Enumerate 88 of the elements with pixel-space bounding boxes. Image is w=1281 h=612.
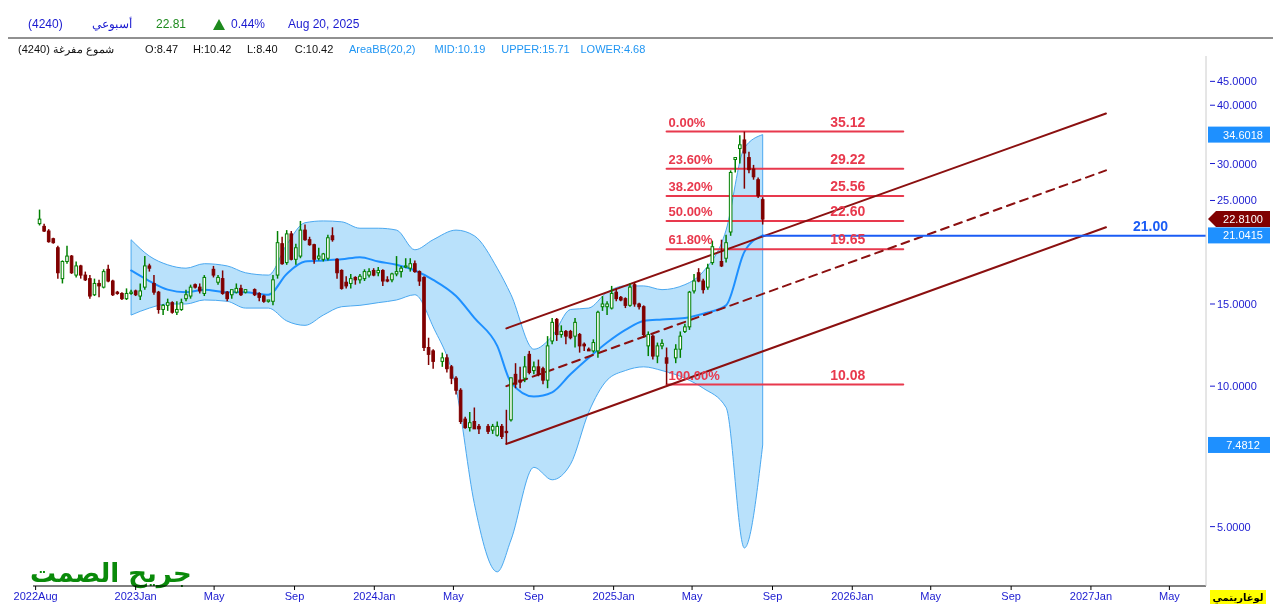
x-tick-label: 2023Jan xyxy=(114,590,157,602)
candlestick xyxy=(518,366,522,389)
candlestick xyxy=(705,262,710,291)
y-tick-label: 40.0000 xyxy=(1217,99,1257,112)
candlestick xyxy=(692,273,696,295)
x-tick-label: Sep xyxy=(762,590,783,602)
x-tick-label: May xyxy=(681,590,703,602)
annotation: 35.12 xyxy=(830,113,866,130)
candlestick xyxy=(467,411,472,433)
text: Aug 20, 2025 xyxy=(288,17,360,31)
candlestick xyxy=(655,341,660,364)
candlestick xyxy=(678,330,683,359)
candlestick xyxy=(60,259,65,285)
text: 21.0415 xyxy=(1223,229,1263,242)
x-tick-label: Sep xyxy=(524,590,544,602)
text: UPPER:15.71 xyxy=(501,43,570,55)
annotation: 10.08 xyxy=(830,366,866,383)
candlestick xyxy=(577,332,582,354)
y-tick-label: 30.0000 xyxy=(1217,157,1257,170)
text: 34.6018 xyxy=(1223,128,1263,141)
candlestick xyxy=(69,254,74,275)
candlestick xyxy=(760,196,765,226)
text: AreaBB(20,2) xyxy=(348,43,416,55)
x-tick-label: Sep xyxy=(1001,590,1021,602)
candlestick xyxy=(522,355,527,383)
text: C:10.42 xyxy=(294,43,334,55)
text: 0.44% xyxy=(231,17,266,31)
candlestick xyxy=(756,176,760,199)
candlestick xyxy=(651,333,655,361)
candlestick xyxy=(527,350,532,376)
y-tick-label: 5.0000 xyxy=(1217,520,1251,533)
text: لوغاريتمي xyxy=(1212,592,1264,604)
x-tick-label: May xyxy=(920,590,942,602)
text: أسبوعي xyxy=(92,16,132,31)
annotation: 21.00 xyxy=(1132,217,1169,234)
candlestick xyxy=(664,346,669,386)
candlestick xyxy=(573,317,577,349)
candlestick xyxy=(504,409,509,446)
y-tick-label: 45.0000 xyxy=(1217,75,1257,88)
annotation: 29.22 xyxy=(830,150,866,167)
x-tick-label: Sep xyxy=(284,590,305,602)
annotation: 38.20% xyxy=(668,178,714,194)
candlestick xyxy=(646,330,651,357)
x-tick-label: May xyxy=(443,590,465,602)
text: LOWER:4.68 xyxy=(580,43,646,55)
x-tick-label: 2027Jan xyxy=(1069,590,1113,602)
candlestick xyxy=(550,317,554,345)
candlestick xyxy=(554,317,559,342)
annotation: 22.60 xyxy=(830,202,866,219)
annotation: 0.00% xyxy=(668,114,706,130)
candlestick xyxy=(280,236,284,266)
text: O:8.47 xyxy=(145,43,179,55)
annotation: 50.00% xyxy=(668,203,714,219)
x-tick-label: May xyxy=(1158,590,1181,602)
line-series xyxy=(130,234,764,398)
candlestick xyxy=(431,348,435,370)
text: H:10.42 xyxy=(192,43,232,55)
text: 22.8100 xyxy=(1223,213,1263,226)
candlestick xyxy=(719,238,724,268)
candlestick xyxy=(394,255,399,278)
y-tick-label: 15.0000 xyxy=(1217,297,1257,310)
text: 7.4812 xyxy=(1226,438,1260,451)
annotation: 61.80% xyxy=(668,232,714,248)
x-tick-label: May xyxy=(203,590,226,602)
candlestick xyxy=(202,274,207,297)
candlestick xyxy=(97,279,101,299)
candlestick xyxy=(143,255,147,291)
annotation: 25.56 xyxy=(830,177,866,194)
text: 22.81 xyxy=(156,17,187,31)
annotation: 23.60% xyxy=(668,151,714,167)
y-tick-label: 10.0000 xyxy=(1217,380,1257,393)
text: L:8.40 xyxy=(247,43,278,55)
annotation: جريح الصمت xyxy=(30,558,192,589)
candlestick xyxy=(628,282,632,308)
x-tick-label: 2022Aug xyxy=(13,590,58,602)
x-tick-label: 2024Jan xyxy=(353,590,396,602)
x-tick-label: 2026Jan xyxy=(831,590,874,602)
text: (4240) شموع مفرغة xyxy=(18,43,114,56)
text: (4240) xyxy=(28,17,63,31)
candlestick xyxy=(738,134,742,165)
candlestick xyxy=(724,234,728,264)
candlestick xyxy=(472,406,477,430)
x-tick-label: 2025Jan xyxy=(592,590,635,602)
y-tick-label: 25.0000 xyxy=(1217,194,1257,207)
candlestick xyxy=(747,150,751,174)
candlestick xyxy=(742,130,747,190)
text: MID:10.19 xyxy=(434,43,486,55)
candlestick xyxy=(175,300,179,316)
